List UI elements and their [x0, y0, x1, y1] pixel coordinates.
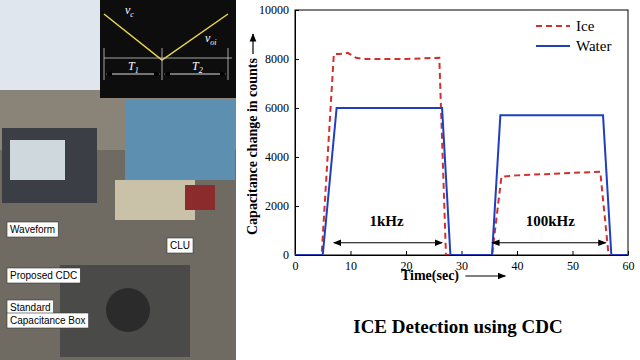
photo-label-text: Standard: [10, 302, 51, 313]
x-axis-title: Time(sec): [401, 268, 459, 284]
y-tick: 2000: [265, 199, 299, 213]
y-axis: 0 2000 4000 6000 8000 10000: [259, 3, 299, 262]
y-tick-mark: [295, 59, 299, 60]
legend-box: [530, 12, 626, 64]
breadboard: [125, 100, 235, 180]
inset-label-sub: 1: [135, 66, 139, 75]
legend: Ice Water: [530, 12, 626, 64]
legend-label: Water: [576, 38, 611, 54]
chart-title: ICE Detection using CDC: [353, 316, 563, 337]
series-line: [295, 53, 628, 255]
x-tick: 10: [345, 251, 357, 273]
x-tick-label: 0: [293, 259, 299, 273]
y-axis-title-arrow: [252, 34, 253, 54]
annotation-text: 1kHz: [369, 213, 404, 229]
inset-dividers: [104, 48, 228, 80]
photo-background: [0, 0, 236, 360]
y-tick-label: 8000: [265, 52, 289, 66]
y-tick-label: 2000: [265, 199, 289, 213]
inset-background: [100, 0, 236, 98]
x-tick-label: 60: [623, 259, 635, 273]
x-tick-label: 50: [567, 259, 579, 273]
figure: vc voi T1 T2 Waveform Proposed CDC CLU Standard…: [0, 0, 640, 360]
legend-label: Ice: [576, 18, 595, 34]
photo-label-box: [167, 238, 193, 253]
annotation-arrow: [334, 242, 442, 243]
inset-waveform: [104, 14, 228, 60]
y-tick: 6000: [265, 101, 299, 115]
photo-label-box: [7, 268, 80, 283]
y-tick: 4000: [265, 150, 299, 164]
y-tick-label: 4000: [265, 150, 289, 164]
series-line: [295, 108, 628, 255]
y-tick: 10000: [259, 3, 299, 17]
y-axis-title: Capacitance change in counts: [245, 58, 260, 236]
x-axis-title-arrow: [465, 275, 505, 276]
plot-background: [295, 10, 628, 255]
x-tick: 40: [512, 251, 524, 273]
x-tick-mark: [573, 251, 574, 255]
photo-label-box: [7, 313, 89, 328]
inset-label: vc: [125, 3, 134, 19]
y-tick-mark: [295, 206, 299, 207]
x-tick-label: 40: [512, 259, 524, 273]
circuit-board: [115, 180, 195, 220]
plot-frame: [295, 10, 628, 255]
photo-label-text: Proposed CDC: [10, 270, 77, 281]
photo-panel: vc voi T1 T2 Waveform Proposed CDC CLU Standard…: [0, 0, 236, 360]
y-tick-mark: [295, 108, 299, 109]
inset-label-sub: 2: [199, 66, 203, 75]
inset-label: voi: [205, 31, 217, 47]
legend-swatch: [536, 45, 570, 47]
photo-label-text: CLU: [170, 240, 190, 251]
inset-arrow: [106, 74, 160, 75]
photo-label: Capacitance Box: [7, 313, 89, 328]
x-tick: 50: [567, 251, 579, 273]
y-tick-mark: [295, 157, 299, 158]
annotation-arrow: [492, 242, 606, 243]
y-tick-label: 0: [283, 248, 289, 262]
photo-label-box: [7, 222, 58, 237]
x-tick-mark: [406, 251, 407, 255]
x-tick-mark: [517, 251, 518, 255]
inset-arrow: [164, 74, 226, 75]
inset-label-sub: oi: [210, 38, 216, 47]
x-tick-label: 10: [345, 259, 357, 273]
y-tick: 8000: [265, 52, 299, 66]
photo-label: Waveform: [7, 222, 58, 237]
photo-label: Proposed CDC: [7, 268, 80, 283]
scope-inset: vc voi T1 T2: [100, 0, 236, 98]
annotation-text: 100kHz: [526, 213, 576, 229]
oscilloscope: [2, 128, 97, 203]
inset-label: T2: [192, 59, 203, 75]
scope-screen: [10, 140, 65, 180]
inset-label-sub: c: [130, 10, 134, 19]
monitor: [0, 0, 100, 90]
x-tick-mark: [351, 251, 352, 255]
y-tick-label: 10000: [259, 3, 289, 17]
dial: [106, 288, 150, 332]
photo-label-text: Capacitance Box: [10, 315, 86, 326]
inset-label: T1: [128, 59, 139, 75]
y-tick-label: 6000: [265, 101, 289, 115]
legend-swatch: [536, 25, 570, 27]
plot-area: [295, 53, 628, 255]
photo-label-text: Waveform: [10, 224, 55, 235]
inset-baseline: [104, 58, 232, 59]
photo-label: CLU: [167, 238, 193, 253]
clu-board: [185, 185, 215, 210]
